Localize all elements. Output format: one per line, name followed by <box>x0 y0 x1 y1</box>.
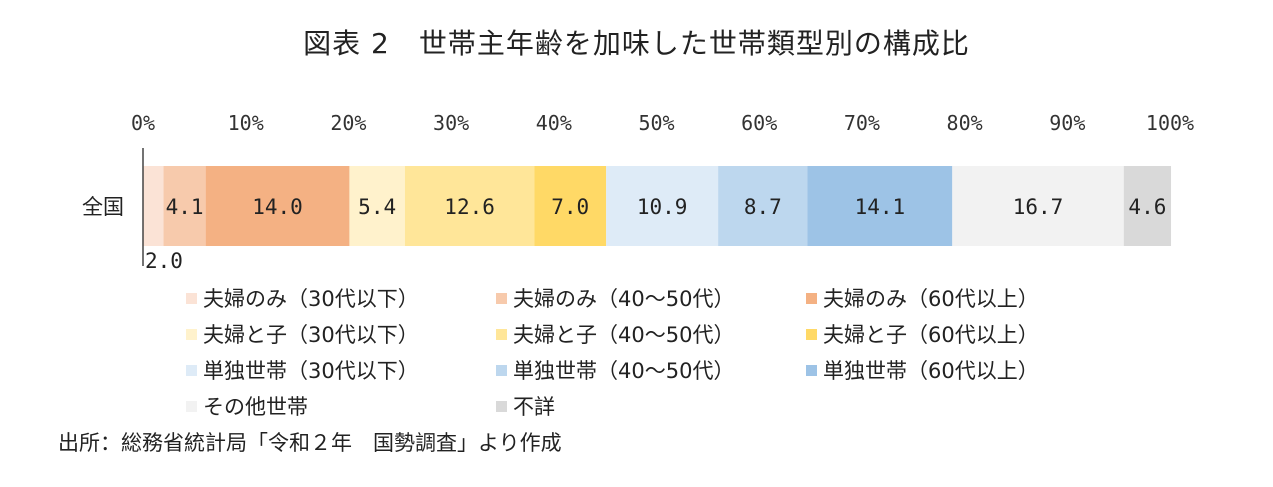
legend-label: 単独世帯（60代以上） <box>823 359 1039 383</box>
x-tick-label: 0% <box>131 111 155 135</box>
data-label: 8.7 <box>744 195 782 219</box>
bar-segment <box>163 166 206 246</box>
bar-segment <box>807 166 953 246</box>
legend-item: 単独世帯（40～50代） <box>496 355 734 385</box>
legend-item: その他世帯 <box>186 391 308 421</box>
x-tick-label: 10% <box>228 111 264 135</box>
legend-item: 不詳 <box>496 391 555 421</box>
legend-item: 単独世帯（30代以下） <box>186 355 419 385</box>
x-tick-label: 60% <box>741 111 777 135</box>
bar-segment <box>718 166 808 246</box>
legend-swatch <box>806 364 817 376</box>
bar-segment <box>404 166 535 246</box>
legend-item: 単独世帯（60代以上） <box>806 355 1039 385</box>
x-tick-label: 30% <box>433 111 469 135</box>
legend-label: 夫婦のみ（60代以上） <box>823 287 1039 311</box>
legend-label: 夫婦と子（60代以上） <box>823 323 1039 347</box>
bar-segment <box>205 166 350 246</box>
x-tick-label: 80% <box>947 111 983 135</box>
legend-item: 夫婦のみ（30代以下） <box>186 283 419 313</box>
legend-label: 単独世帯（30代以下） <box>203 359 419 383</box>
legend-swatch <box>496 292 507 304</box>
data-label: 14.1 <box>855 195 906 219</box>
data-label: 10.9 <box>637 195 688 219</box>
legend-swatch <box>186 364 197 376</box>
legend-label: 単独世帯（40～50代） <box>513 359 735 383</box>
bar-segment <box>534 166 607 246</box>
stacked-bar-chart: 0% 10% 20% 30% 40% 50% 60% 70% 80% 90% 100% 2.0 4.1… <box>82 111 1194 273</box>
x-tick-label: 90% <box>1049 111 1085 135</box>
legend-swatch <box>186 328 197 340</box>
legend-item: 夫婦と子（60代以上） <box>806 319 1039 349</box>
legend-swatch <box>496 400 507 412</box>
chart-title: 図表 2 世帯主年齢を加味した世帯類型別の構成比 <box>303 27 970 60</box>
legend-swatch <box>496 328 507 340</box>
legend-label: 夫婦のみ（30代以下） <box>203 287 419 311</box>
data-label: 16.7 <box>1013 195 1064 219</box>
legend-swatch <box>806 328 817 340</box>
data-label: 14.0 <box>252 195 303 219</box>
data-label: 7.0 <box>551 195 589 219</box>
legend-label: 夫婦と子（30代以下） <box>203 323 419 347</box>
bar-segment <box>143 166 164 246</box>
bar-segment <box>952 166 1124 246</box>
bar-segment <box>1123 166 1172 246</box>
x-tick-label: 70% <box>844 111 880 135</box>
legend-swatch <box>496 364 507 376</box>
data-label: 4.1 <box>166 195 204 219</box>
legend-item: 夫婦と子（30代以下） <box>186 319 419 349</box>
x-tick-label: 20% <box>330 111 366 135</box>
x-tick-label: 100% <box>1146 111 1194 135</box>
bar-segment <box>349 166 405 246</box>
legend-item: 夫婦のみ（40～50代） <box>496 283 734 313</box>
legend-swatch <box>186 292 197 304</box>
data-label: 5.4 <box>358 195 396 219</box>
legend-swatch <box>806 292 817 304</box>
legend-swatch <box>186 400 197 412</box>
legend-label: 夫婦のみ（40～50代） <box>513 287 735 311</box>
x-tick-label: 50% <box>638 111 674 135</box>
data-label: 12.6 <box>444 195 495 219</box>
legend-item: 夫婦のみ（60代以上） <box>806 283 1039 313</box>
data-label: 4.6 <box>1128 195 1166 219</box>
bar-segment <box>606 166 719 246</box>
legend-label: 夫婦と子（40～50代） <box>513 323 735 347</box>
legend-item: 夫婦と子（40～50代） <box>496 319 734 349</box>
data-label: 2.0 <box>145 249 183 273</box>
category-label: 全国 <box>82 195 124 219</box>
x-tick-label: 40% <box>536 111 572 135</box>
legend-label: 不詳 <box>513 395 555 419</box>
legend-label: その他世帯 <box>203 395 308 419</box>
source-note: 出所：総務省統計局「令和２年 国勢調査」より作成 <box>58 431 562 455</box>
